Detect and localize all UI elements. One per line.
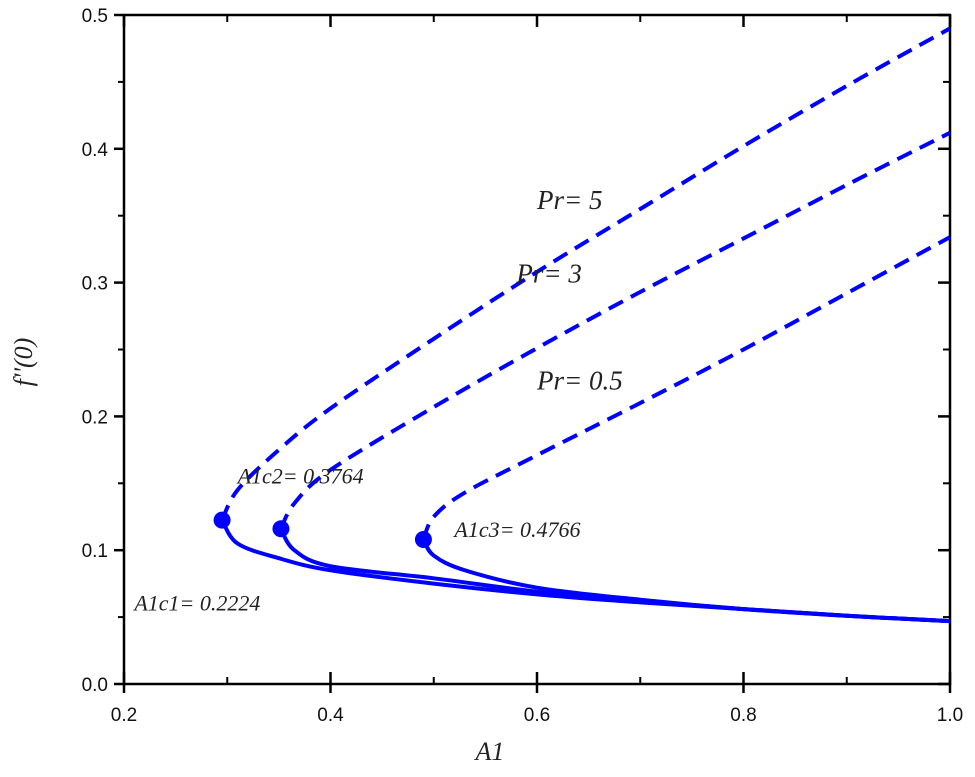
y-axis-title: f''(0) [9,338,38,387]
annotation-label: Pr= 3 [515,259,581,289]
y-tick-label: 0.1 [82,541,108,562]
axes-frame: 0.2 0.4 0.6 0.8 1.0 0.0 0.1 0.2 0.3 0.4 0.5 [82,6,964,726]
y-tick-label: 0.5 [82,6,108,27]
upper-branch-dashed-curve [421,235,951,541]
annotations: Pr= 5 Pr= 3 Pr= 0.5 A1c1= 0.2224 A1c2= 0.376… [132,185,622,615]
lower-branch-solid-curve [220,518,951,624]
y-tick-label: 0.4 [82,140,109,161]
x-tick-label: 0.4 [317,705,344,726]
x-tick-label: 0.6 [524,705,550,726]
lower-branch-solid-curve [279,527,951,624]
curves [213,26,951,624]
y-tick-label: 0.3 [82,274,108,295]
plot-frame [122,13,952,686]
x-axis-title: A1 [474,737,505,766]
critical-point-marker [414,530,432,548]
upper-branch-dashed-curve [220,26,951,522]
y-tick-label: 0.2 [82,407,108,428]
critical-point-marker [272,520,290,538]
annotation-label: A1c1= 0.2224 [132,590,260,615]
x-tick-label: 0.2 [111,705,137,726]
y-tick-label: 0.0 [82,675,108,696]
critical-point-marker [213,511,231,529]
x-tick-label: 0.8 [730,705,756,726]
annotation-label: Pr= 0.5 [536,366,623,396]
annotation-label: A1c2= 0.3764 [236,463,364,488]
annotation-label: A1c3= 0.4766 [452,517,580,542]
upper-branch-dashed-curve [279,130,951,530]
annotation-label: Pr= 5 [536,185,602,215]
lower-branch-solid-curve [421,538,951,624]
x-tick-label: 1.0 [937,705,963,726]
